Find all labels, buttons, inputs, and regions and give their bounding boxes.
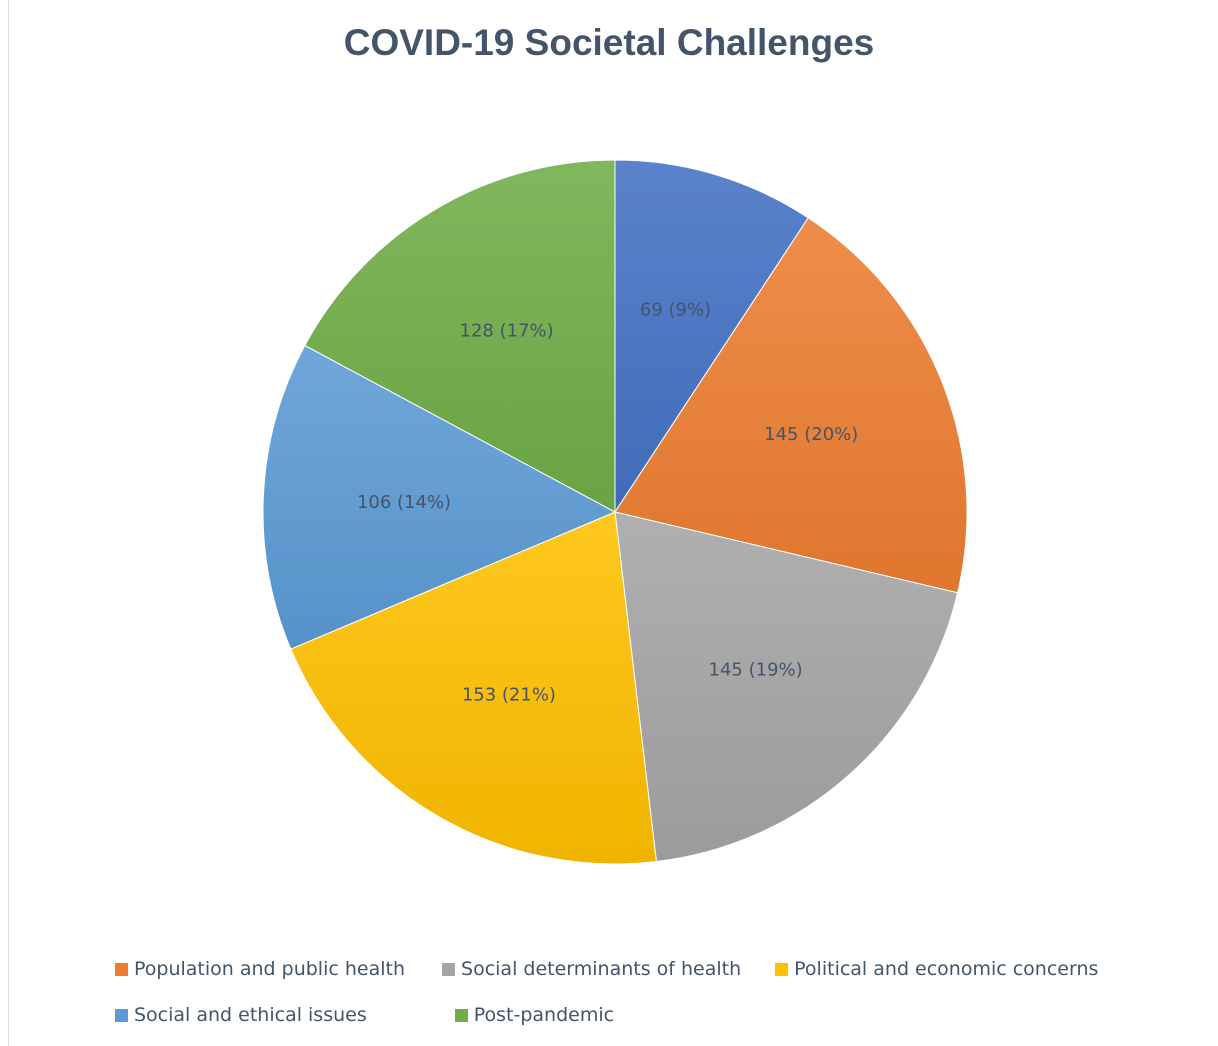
legend-swatch	[454, 1008, 468, 1022]
pie-slice-6	[304, 159, 616, 513]
pie-slice-4	[290, 511, 657, 865]
legend-swatch	[775, 962, 789, 976]
chart-frame	[8, 0, 1218, 1046]
pie-slice-1	[614, 159, 809, 514]
legend-swatch	[115, 962, 128, 976]
legend-item-political-and-economic-concerns: Political and economic concerns	[775, 958, 1098, 980]
pie-slice-5	[262, 344, 617, 650]
legend-row-2: Social and ethical issues Post-pandemic	[115, 1004, 614, 1026]
data-label-2: 145 (20%)	[764, 424, 858, 445]
data-label-4: 153 (21%)	[462, 685, 556, 706]
legend-label: Population and public health	[134, 958, 406, 980]
legend-swatch	[442, 962, 456, 976]
legend-item-social-determinants-of-health: Social determinants of health	[442, 958, 741, 980]
chart-title: COVID-19 Societal Challenges	[343, 22, 875, 63]
pie-slice-3	[614, 511, 959, 863]
legend-label: Political and economic concerns	[794, 958, 1099, 980]
data-label-3: 145 (19%)	[709, 660, 803, 681]
legend-item-population-and-public-health: Population and public health	[115, 958, 405, 980]
legend-label: Social determinants of health	[461, 958, 742, 980]
legend-item-social-and-ethical-issues: Social and ethical issues	[115, 1004, 367, 1026]
legend-row-1: Population and public health Social deter…	[115, 958, 1098, 980]
legend-swatch	[115, 1008, 128, 1022]
legend-item-post-pandemic: Post-pandemic	[454, 1004, 615, 1026]
legend-label: Post-pandemic	[473, 1004, 615, 1026]
data-label-1: 69 (9%)	[640, 300, 711, 321]
data-label-6: 128 (17%)	[460, 321, 554, 342]
data-label-5: 106 (14%)	[357, 492, 451, 513]
legend-label: Social and ethical issues	[134, 1004, 367, 1026]
pie-slice-2	[614, 217, 968, 594]
